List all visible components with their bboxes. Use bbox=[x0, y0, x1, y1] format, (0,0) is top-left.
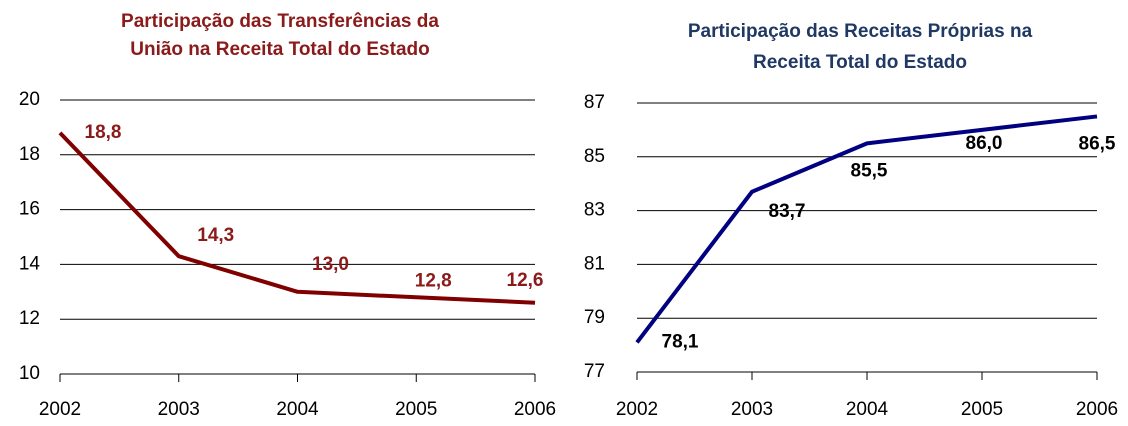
y-tick-label: 79 bbox=[584, 307, 605, 328]
data-label: 83,7 bbox=[769, 201, 806, 222]
y-tick-label: 85 bbox=[584, 146, 605, 167]
data-label: 13,0 bbox=[312, 254, 349, 275]
data-label: 85,5 bbox=[851, 160, 888, 181]
chart-title: Participação das Receitas Próprias na bbox=[688, 21, 1033, 42]
data-label: 86,0 bbox=[966, 133, 1003, 154]
chart-title: União na Receita Total do Estado bbox=[130, 39, 429, 60]
data-label: 86,5 bbox=[1079, 133, 1116, 154]
x-tick-label: 2002 bbox=[39, 399, 81, 420]
data-line bbox=[635, 114, 1098, 344]
y-tick-label: 83 bbox=[584, 200, 605, 221]
x-tick-label: 2003 bbox=[731, 399, 773, 420]
y-tick-label: 16 bbox=[19, 199, 40, 220]
data-line bbox=[58, 131, 536, 305]
x-tick-label: 2002 bbox=[616, 399, 658, 420]
y-tick-label: 12 bbox=[19, 308, 40, 329]
y-tick-label: 81 bbox=[584, 253, 605, 274]
x-tick-label: 2004 bbox=[846, 399, 889, 420]
chart-title: Participação das Transferências da bbox=[121, 11, 439, 32]
y-tick-label: 87 bbox=[584, 92, 605, 113]
data-label: 12,6 bbox=[507, 270, 544, 291]
y-tick-label: 18 bbox=[19, 144, 40, 165]
x-tick-label: 2005 bbox=[395, 399, 437, 420]
chart-title: Receita Total do Estado bbox=[753, 52, 967, 73]
y-tick-label: 20 bbox=[19, 89, 40, 110]
data-label: 78,1 bbox=[662, 331, 699, 352]
y-tick-label: 14 bbox=[19, 253, 41, 274]
data-label: 12,8 bbox=[415, 270, 452, 291]
x-tick-label: 2006 bbox=[1076, 399, 1118, 420]
x-tick-label: 2005 bbox=[961, 399, 1003, 420]
x-tick-label: 2006 bbox=[514, 399, 556, 420]
x-tick-label: 2003 bbox=[158, 399, 200, 420]
x-tick-label: 2004 bbox=[276, 399, 319, 420]
data-label: 14,3 bbox=[197, 225, 234, 246]
y-tick-label: 10 bbox=[19, 363, 40, 384]
y-tick-label: 77 bbox=[584, 361, 605, 382]
data-label: 18,8 bbox=[85, 122, 122, 143]
